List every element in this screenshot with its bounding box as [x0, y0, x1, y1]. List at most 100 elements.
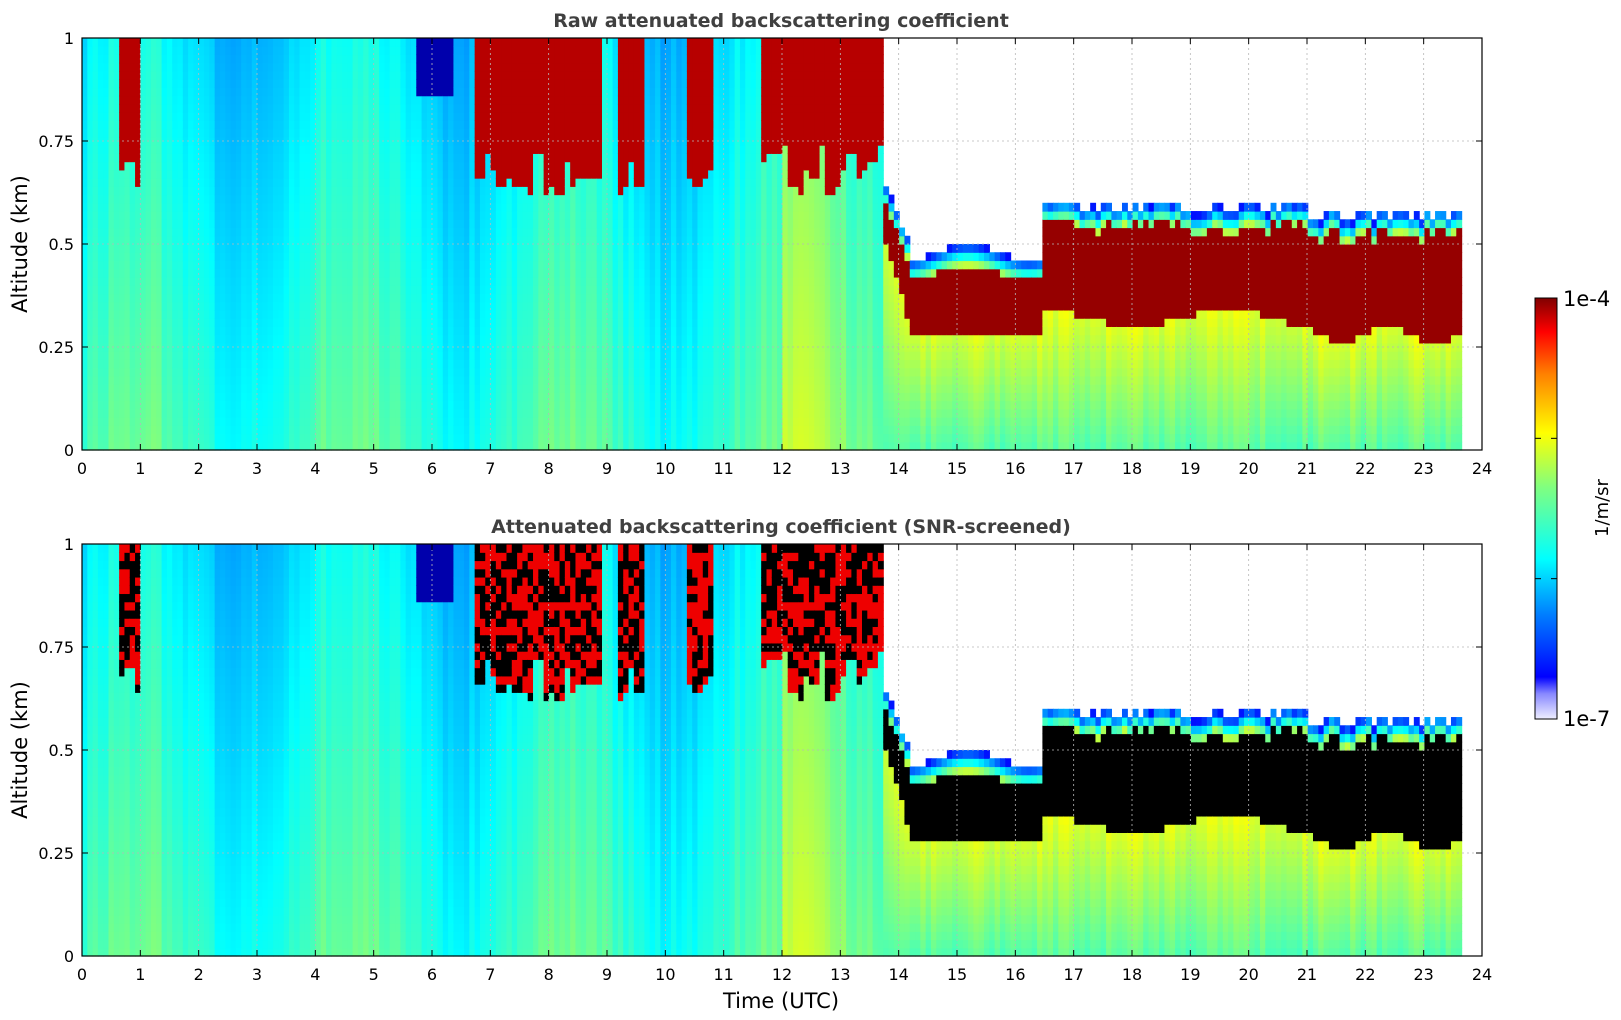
heatmap-cell: [390, 442, 396, 451]
heatmap-cell: [289, 285, 295, 294]
heatmap-cell: [167, 38, 173, 47]
heatmap-cell: [406, 195, 412, 204]
heatmap-cell: [464, 285, 470, 294]
heatmap-cell: [188, 252, 194, 261]
heatmap-cell: [538, 228, 544, 237]
heatmap-cell: [119, 277, 125, 286]
heatmap-cell: [236, 203, 242, 212]
heatmap-cell: [347, 442, 353, 451]
heatmap-cell: [257, 384, 263, 393]
heatmap-cell: [581, 277, 587, 286]
heatmap-cell: [278, 392, 284, 401]
heatmap-cell: [411, 79, 417, 88]
heatmap-cell: [246, 277, 252, 286]
heatmap-cell: [199, 293, 205, 302]
heatmap-cell: [480, 211, 486, 220]
heatmap-cell: [289, 153, 295, 162]
heatmap-cell: [549, 178, 555, 187]
heatmap-cell: [416, 54, 422, 63]
heatmap-cell: [469, 409, 475, 418]
heatmap-cell: [172, 293, 178, 302]
heatmap-cell: [82, 195, 88, 204]
heatmap-cell: [337, 359, 343, 368]
heatmap-cell: [342, 211, 348, 220]
heatmap-cell: [475, 376, 481, 385]
heatmap-cell: [475, 392, 481, 401]
heatmap-cell: [581, 203, 587, 212]
heatmap-cell: [438, 71, 444, 80]
heatmap-cell: [501, 153, 507, 162]
heatmap-cell: [517, 96, 523, 105]
heatmap-cell: [517, 359, 523, 368]
heatmap-cell: [506, 310, 512, 319]
heatmap-cell: [225, 236, 231, 245]
heatmap-cell: [246, 252, 252, 261]
heatmap-cell: [342, 79, 348, 88]
heatmap-cell: [140, 170, 146, 179]
heatmap-cell: [501, 170, 507, 179]
heatmap-cell: [231, 285, 237, 294]
heatmap-cell: [225, 46, 231, 55]
heatmap-cell: [517, 401, 523, 410]
heatmap-cell: [130, 71, 136, 80]
heatmap-cell: [199, 302, 205, 311]
heatmap-cell: [93, 417, 99, 426]
heatmap-cell: [305, 178, 311, 187]
heatmap-cell: [326, 63, 332, 72]
heatmap-cell: [501, 145, 507, 154]
heatmap-cell: [560, 63, 566, 72]
heatmap-cell: [225, 269, 231, 278]
heatmap-cell: [591, 236, 597, 245]
heatmap-cell: [422, 326, 428, 335]
heatmap-cell: [347, 359, 353, 368]
heatmap-cell: [406, 228, 412, 237]
heatmap-cell: [294, 178, 300, 187]
heatmap-cell: [501, 376, 507, 385]
heatmap-cell: [411, 236, 417, 245]
heatmap-cell: [188, 277, 194, 286]
heatmap-cell: [353, 162, 359, 171]
heatmap-cell: [167, 71, 173, 80]
heatmap-cell: [586, 392, 592, 401]
heatmap-cell: [480, 425, 486, 434]
heatmap-cell: [411, 269, 417, 278]
heatmap-cell: [326, 442, 332, 451]
heatmap-cell: [347, 310, 353, 319]
heatmap-cell: [416, 326, 422, 335]
heatmap-cell: [491, 277, 497, 286]
heatmap-cell: [257, 392, 263, 401]
heatmap-cell: [480, 46, 486, 55]
heatmap-cell: [406, 71, 412, 80]
heatmap-cell: [591, 87, 597, 96]
heatmap-cell: [416, 71, 422, 80]
heatmap-cell: [305, 87, 311, 96]
heatmap-cell: [358, 178, 364, 187]
heatmap-cell: [374, 285, 380, 294]
heatmap-cell: [331, 63, 337, 72]
heatmap-cell: [300, 277, 306, 286]
heatmap-cell: [384, 203, 390, 212]
heatmap-cell: [199, 310, 205, 319]
heatmap-cell: [432, 351, 438, 360]
heatmap-cell: [512, 228, 518, 237]
heatmap-cell: [225, 384, 231, 393]
heatmap-cell: [156, 326, 162, 335]
heatmap-cell: [167, 162, 173, 171]
heatmap-cell: [204, 195, 210, 204]
heatmap-cell: [326, 104, 332, 113]
heatmap-cell: [278, 252, 284, 261]
heatmap-cell: [395, 178, 401, 187]
heatmap-cell: [554, 46, 560, 55]
heatmap-cell: [491, 310, 497, 319]
heatmap-cell: [406, 417, 412, 426]
heatmap-cell: [119, 376, 125, 385]
heatmap-cell: [294, 162, 300, 171]
heatmap-cell: [554, 145, 560, 154]
heatmap-cell: [607, 359, 613, 368]
heatmap-cell: [464, 359, 470, 368]
heatmap-cell: [241, 38, 247, 47]
heatmap-cell: [400, 162, 406, 171]
heatmap-cell: [443, 104, 449, 113]
heatmap-cell: [443, 46, 449, 55]
heatmap-cell: [124, 409, 130, 418]
